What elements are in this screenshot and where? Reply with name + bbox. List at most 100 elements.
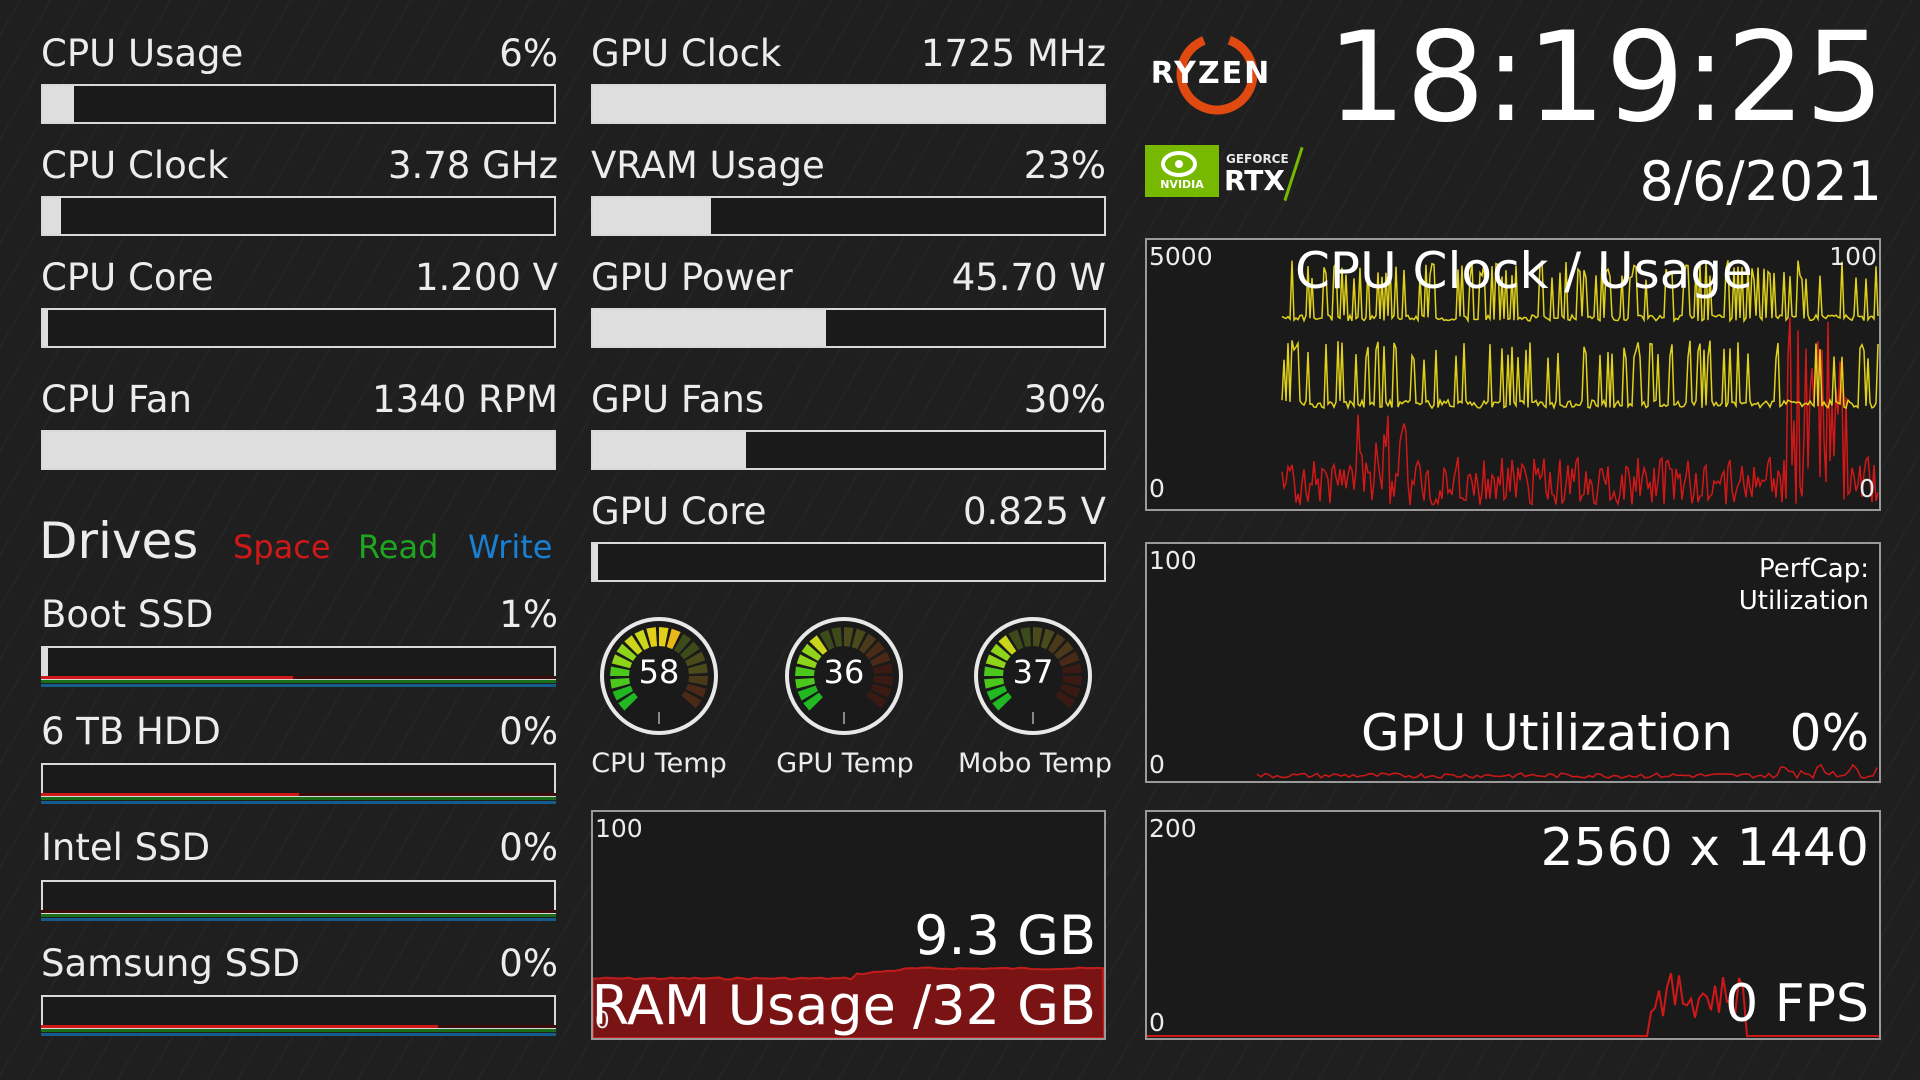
gpu-power-value: 45.70 W bbox=[951, 256, 1106, 299]
gauge-segment bbox=[674, 633, 692, 654]
fps-value: 0 bbox=[1725, 974, 1759, 1034]
gauge-segment bbox=[634, 629, 650, 651]
gpu-core-label: GPU Core bbox=[591, 490, 767, 533]
gpu-graph-axis-max: 100 bbox=[1149, 546, 1197, 575]
cpu-clock-trace bbox=[1281, 260, 1879, 324]
gauge-segment bbox=[865, 641, 885, 660]
cpu-temp-label: CPU Temp bbox=[591, 748, 727, 779]
drive-samsung-ssd-bar bbox=[41, 995, 556, 1029]
gauge-segment bbox=[612, 685, 634, 701]
gpu-graph-axis-min: 0 bbox=[1149, 750, 1165, 779]
gauge-segment bbox=[1055, 691, 1076, 709]
cpu-fan-value: 1340 RPM bbox=[372, 378, 558, 421]
drive-boot-ssd-label: Boot SSD bbox=[41, 593, 214, 636]
gpu-power-label: GPU Power bbox=[591, 256, 793, 299]
gauge-segment bbox=[844, 627, 854, 647]
drive-6tb-hdd-strips bbox=[41, 793, 556, 807]
ram-usage-value: 9.3 GB bbox=[914, 904, 1096, 967]
ram-axis-max: 100 bbox=[595, 814, 643, 843]
gauge-segment bbox=[681, 691, 702, 709]
clock-date: 8/6/2021 bbox=[1639, 150, 1882, 213]
gauge-segment bbox=[831, 627, 843, 648]
gpu-core-value: 0.825 V bbox=[963, 490, 1106, 533]
fps-trace bbox=[1147, 972, 1879, 1037]
cpu-graph-left-min: 0 bbox=[1149, 474, 1165, 503]
gauge-segment bbox=[610, 677, 631, 689]
mobo-temp-value: 37 bbox=[1012, 653, 1054, 691]
cpu-temp-value: 58 bbox=[638, 653, 680, 691]
gpu-utilization-trace bbox=[1256, 763, 1878, 780]
cpu-clock-usage-graph bbox=[1281, 260, 1879, 507]
fps-resolution: 2560 x 1440 bbox=[1540, 818, 1869, 878]
drive-6tb-hdd-label: 6 TB HDD bbox=[41, 710, 221, 753]
gpu-utilization-title: GPU Utilization bbox=[1361, 704, 1733, 762]
drive-samsung-ssd-label: Samsung SSD bbox=[41, 942, 301, 985]
gauge-segment bbox=[680, 641, 700, 660]
cpu-fan-label: CPU Fan bbox=[41, 378, 192, 421]
cpu-graph-title: CPU Clock / Usage bbox=[1295, 242, 1753, 300]
cpu-usage-value: 6% bbox=[499, 32, 558, 75]
gauge-segment bbox=[1048, 633, 1066, 654]
gauge-segment bbox=[984, 666, 1004, 676]
gauge-segment bbox=[611, 654, 633, 669]
cpu-core-bar bbox=[41, 308, 556, 348]
gauge-segment bbox=[1058, 651, 1080, 667]
gauge-segment bbox=[1020, 627, 1032, 648]
cpu-graph-right-min: 0 bbox=[1859, 474, 1875, 503]
gauge-segment bbox=[646, 627, 658, 648]
gauge-segment bbox=[998, 635, 1017, 655]
gauge-segment bbox=[1008, 629, 1024, 651]
gpu-clock-bar bbox=[591, 84, 1106, 124]
gpu-temp-gauge: 36 bbox=[783, 615, 905, 737]
drive-samsung-ssd-strips bbox=[41, 1025, 556, 1039]
fps-axis-max: 200 bbox=[1149, 814, 1197, 843]
gauge-segment bbox=[801, 643, 822, 661]
cpu-clock-trace-secondary bbox=[1281, 340, 1879, 411]
vram-usage-value: 23% bbox=[1023, 144, 1106, 187]
drives-legend-read: Read bbox=[358, 528, 439, 566]
gauge-segment bbox=[685, 683, 707, 698]
gpu-perfcap-line2: Utilization bbox=[1738, 586, 1869, 616]
fps-graph bbox=[1147, 972, 1879, 1037]
vram-usage-bar bbox=[591, 196, 1106, 236]
drive-samsung-ssd-value: 0% bbox=[499, 942, 558, 985]
mobo-temp-gauge: 37 bbox=[972, 615, 1094, 737]
ram-usage-area bbox=[593, 966, 1104, 1038]
gpu-fans-label: GPU Fans bbox=[591, 378, 765, 421]
fps-unit: FPS bbox=[1774, 974, 1869, 1034]
gauge-segment bbox=[803, 692, 823, 711]
nvidia-badge: NVIDIA bbox=[1145, 145, 1219, 197]
gauge-segment bbox=[870, 683, 892, 698]
gpu-power-bar bbox=[591, 308, 1106, 348]
gauge-segment bbox=[1061, 663, 1082, 675]
drive-boot-ssd-value: 1% bbox=[499, 593, 558, 636]
gauge-segment bbox=[618, 692, 638, 711]
cpu-graph-right-max: 100 bbox=[1829, 242, 1877, 271]
gauge-segment bbox=[873, 676, 893, 686]
gauge-segment bbox=[610, 666, 630, 676]
cpu-usage-label: CPU Usage bbox=[41, 32, 244, 75]
gpu-fans-bar bbox=[591, 430, 1106, 470]
gauge-segment bbox=[986, 685, 1008, 701]
gauge-segment bbox=[872, 663, 893, 675]
gauge-segment bbox=[616, 643, 637, 661]
drive-intel-ssd-bar bbox=[41, 880, 556, 914]
gpu-temp-value: 36 bbox=[823, 653, 865, 691]
cpu-graph-left-max: 5000 bbox=[1149, 242, 1213, 271]
cpu-fan-bar bbox=[41, 430, 556, 470]
gpu-fans-value: 30% bbox=[1023, 378, 1106, 421]
vram-usage-label: VRAM Usage bbox=[591, 144, 825, 187]
cpu-clock-value: 3.78 GHz bbox=[387, 144, 558, 187]
drive-intel-ssd-label: Intel SSD bbox=[41, 826, 211, 869]
fps-panel: 200 0 2560 x 1440 0 FPS bbox=[1145, 810, 1881, 1040]
drive-intel-ssd-strips bbox=[41, 910, 556, 924]
drive-intel-ssd-value: 0% bbox=[499, 826, 558, 869]
ram-usage-graph bbox=[593, 966, 1104, 1038]
gauge-segment bbox=[795, 677, 816, 689]
gpu-utilization-graph bbox=[1256, 763, 1878, 780]
gauge-segment bbox=[666, 628, 681, 650]
rtx-wordmark: RTX bbox=[1224, 164, 1285, 197]
gpu-temp-label: GPU Temp bbox=[776, 748, 914, 779]
gauge-segment bbox=[684, 651, 706, 667]
drives-legend-write: Write bbox=[468, 528, 553, 566]
